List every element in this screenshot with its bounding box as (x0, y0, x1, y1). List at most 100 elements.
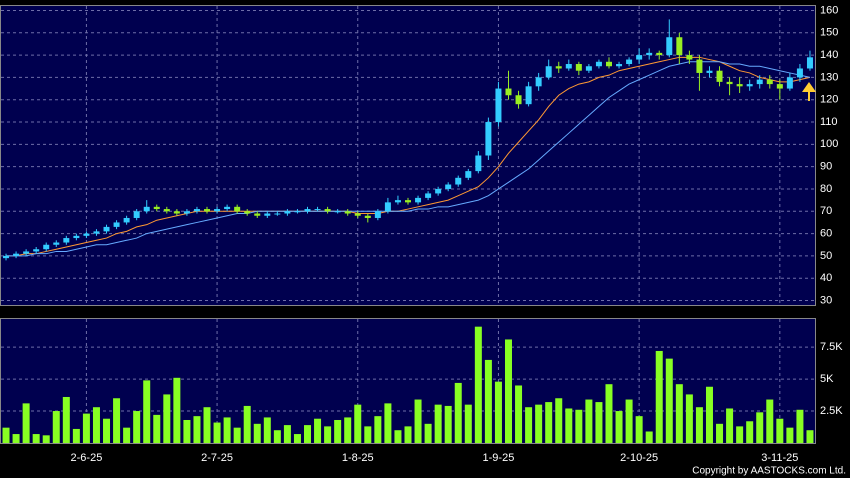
y-tick-label: 30 (820, 294, 832, 306)
y-tick-label: 100 (820, 138, 838, 150)
moving-average-line (6, 61, 811, 257)
volume-bar (153, 414, 161, 443)
candle-body (93, 231, 100, 234)
y-tick-label: 40 (820, 272, 832, 284)
volume-bar (454, 382, 462, 443)
candle-body (525, 86, 532, 105)
volume-bar (233, 427, 241, 443)
y-tick-label: 60 (820, 228, 832, 240)
x-tick-label: 2-6-25 (71, 452, 103, 464)
candle-body (33, 249, 40, 252)
candle-body (535, 77, 542, 87)
candle-body (53, 242, 60, 245)
candle-body (394, 200, 401, 203)
volume-bar (314, 418, 322, 443)
candle-body (103, 226, 110, 232)
x-tick-label: 1-8-25 (342, 452, 374, 464)
volume-bar (324, 426, 332, 443)
volume-bar (746, 421, 754, 443)
volume-bar (766, 399, 774, 443)
volume-bar (103, 418, 111, 443)
candle-body (63, 238, 70, 243)
volume-bar (716, 423, 724, 443)
y-tick-label: 80 (820, 183, 832, 195)
volume-bar (504, 339, 512, 443)
volume-bar (555, 398, 563, 443)
volume-bar (404, 426, 412, 443)
volume-bar (655, 350, 663, 443)
candle-body (163, 209, 170, 212)
candle-body (354, 213, 361, 216)
y-tick-label: 150 (820, 27, 838, 39)
x-tick-label: 1-9-25 (483, 452, 515, 464)
candle-body (565, 64, 572, 69)
volume-bar (756, 412, 764, 443)
candle-body (214, 209, 221, 212)
volume-bar (736, 426, 744, 443)
volume-bar (183, 419, 191, 443)
candle-body (806, 57, 813, 69)
candle-body (515, 95, 522, 105)
x-tick-label: 3-11-25 (761, 452, 798, 464)
candle-body (13, 253, 20, 256)
volume-bar (645, 431, 653, 443)
volume-bar (263, 417, 271, 443)
volume-bar (776, 418, 784, 443)
y-tick-label: 2.5K (820, 405, 843, 417)
candle-body (616, 64, 623, 67)
candle-body (646, 52, 653, 56)
arrow-icon (802, 82, 816, 101)
volume-bar (123, 427, 131, 443)
volume-bar (384, 403, 392, 443)
volume-bar (163, 394, 171, 443)
volume-bar (685, 394, 693, 443)
y-tick-label: 70 (820, 205, 832, 217)
candle-body (224, 206, 231, 210)
candle-body (304, 209, 311, 212)
candle-body (766, 79, 773, 85)
volume-bar (484, 359, 492, 443)
volume-bar (203, 407, 211, 443)
candle-body (495, 88, 502, 123)
candle-body (284, 211, 291, 214)
volume-bar (223, 417, 231, 443)
volume-bar (515, 385, 523, 443)
candle-body (605, 61, 612, 67)
y-tick-label: 50 (820, 250, 832, 262)
candle-body (756, 79, 763, 85)
volume-bar (434, 404, 442, 443)
volume-bar (213, 422, 221, 443)
candle-body (666, 37, 673, 56)
candle-body (264, 213, 271, 216)
candle-body (485, 122, 492, 156)
y-tick-label: 90 (820, 161, 832, 173)
candle-body (113, 222, 120, 227)
candle-body (465, 171, 472, 178)
volume-bar (72, 428, 80, 443)
volume-bar (113, 398, 121, 443)
candle-body (143, 206, 150, 212)
volume-bar (193, 416, 201, 443)
y-tick-label: 130 (820, 71, 838, 83)
volume-bar (92, 407, 100, 443)
candle-body (344, 211, 351, 214)
candle-body (314, 209, 321, 211)
volume-bar (374, 416, 382, 443)
volume-bar (62, 396, 70, 443)
volume-bar (786, 427, 794, 443)
candle-body (43, 244, 50, 250)
candle-body (334, 211, 341, 213)
candle-body (435, 188, 442, 194)
copyright: Copyright by AASTOCKS.com Ltd. (692, 466, 846, 477)
candle-body (585, 66, 592, 71)
volume-bar (474, 326, 482, 443)
y-tick-label: 140 (820, 49, 838, 61)
candle-body (786, 77, 793, 89)
candle-body (425, 193, 432, 198)
candle-body (636, 55, 643, 60)
candle-body (193, 209, 200, 212)
volume-bar (575, 409, 583, 443)
candle-body (415, 197, 422, 203)
volume-bar (444, 405, 452, 443)
